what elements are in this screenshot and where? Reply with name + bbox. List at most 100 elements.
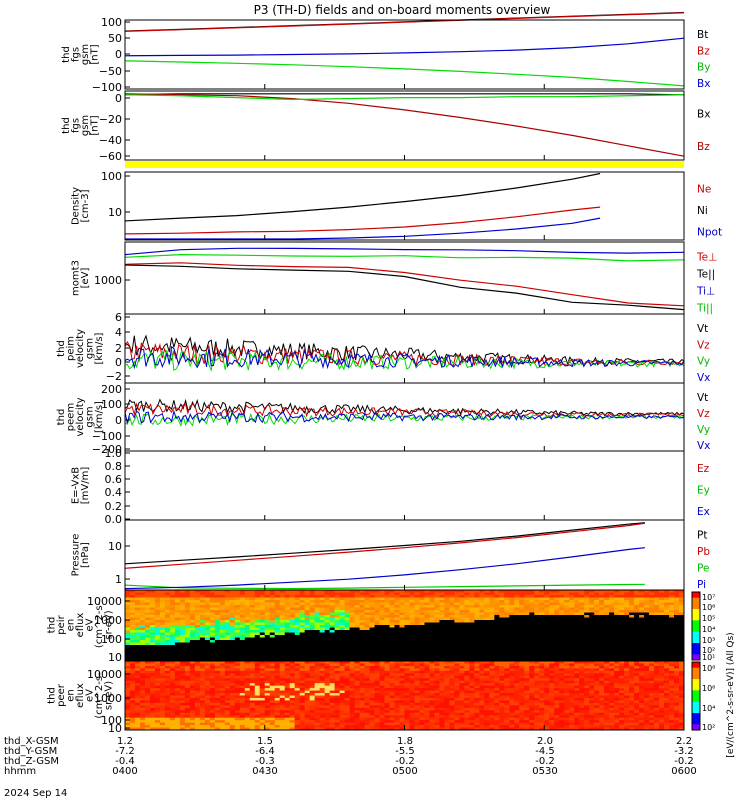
heatmap-cell (214, 617, 221, 621)
heatmap-cell (659, 627, 665, 631)
heatmap-cell (679, 595, 685, 598)
heatmap-cell (309, 592, 316, 596)
heatmap-cell (294, 615, 301, 618)
heatmap-cell (594, 610, 600, 613)
heatmap-cell (289, 650, 296, 653)
heatmap-cell (374, 630, 381, 633)
heatmap-cell (274, 675, 281, 679)
heatmap-cell (179, 640, 186, 643)
heatmap-cell (274, 650, 281, 653)
heatmap-cell (314, 717, 321, 721)
heatmap-cell (264, 680, 271, 684)
heatmap-cell (424, 637, 430, 641)
heatmap-cell (159, 673, 166, 677)
heatmap-cell (264, 712, 271, 716)
heatmap-cell (544, 607, 550, 611)
heatmap-cell (344, 693, 351, 696)
heatmap-cell (374, 605, 381, 608)
heatmap-cell (539, 620, 545, 623)
heatmap-cell (399, 707, 405, 711)
heatmap-cell (219, 645, 226, 648)
heatmap-cell (379, 632, 386, 636)
heatmap-cell (474, 600, 480, 603)
heatmap-cell (204, 610, 211, 613)
y-axis-label: thd (61, 117, 72, 134)
heatmap-cell (359, 727, 366, 731)
heatmap-cell (334, 688, 341, 692)
heatmap-cell (174, 690, 181, 694)
heatmap-cell (164, 655, 171, 658)
heatmap-cell (439, 615, 445, 618)
heatmap-cell (229, 663, 236, 667)
heatmap-cell (389, 627, 396, 631)
heatmap-cell (304, 605, 311, 608)
heatmap-cell (194, 678, 201, 682)
heatmap-cell (609, 642, 615, 646)
heatmap-cell (199, 597, 206, 601)
heatmap-cell (259, 702, 266, 706)
heatmap-cell (449, 620, 455, 623)
heatmap-cell (319, 688, 326, 692)
heatmap-cell (659, 642, 665, 646)
heatmap-cell (144, 642, 151, 646)
heatmap-cell (329, 645, 336, 648)
heatmap-cell (129, 652, 136, 656)
heatmap-cell (259, 620, 266, 623)
heatmap-cell (674, 592, 680, 596)
heatmap-cell (274, 670, 281, 674)
heatmap-cell (434, 600, 440, 603)
heatmap-cell (279, 715, 286, 719)
heatmap-cell (184, 712, 191, 716)
heatmap-cell (329, 685, 336, 689)
y-axis-label: eflux (75, 613, 86, 638)
heatmap-cell (304, 673, 311, 677)
heatmap-cell (334, 597, 341, 601)
heatmap-cell (399, 600, 405, 603)
heatmap-cell (589, 645, 595, 648)
heatmap-cell (464, 602, 470, 606)
heatmap-cell (169, 655, 176, 658)
heatmap-cell (134, 597, 141, 601)
heatmap-cell (519, 607, 525, 611)
heatmap-cell (264, 702, 271, 706)
heatmap-cell (519, 652, 525, 656)
heatmap-cell (294, 617, 301, 621)
heatmap-cell (509, 652, 515, 656)
heatmap-cell (634, 615, 640, 618)
heatmap-cell (454, 652, 460, 656)
heatmap-cell (559, 602, 565, 606)
heatmap-cell (254, 650, 261, 653)
heatmap-cell (289, 617, 296, 621)
heatmap-cell (399, 693, 405, 696)
heatmap-cell (269, 590, 276, 593)
heatmap-cell (619, 627, 625, 631)
heatmap-cell (429, 590, 435, 593)
heatmap-cell (519, 655, 525, 658)
heatmap-cell (149, 625, 156, 628)
heatmap-cell (129, 720, 136, 724)
heatmap-cell (249, 622, 256, 626)
heatmap-cell (174, 685, 181, 689)
heatmap-cell (474, 627, 480, 631)
heatmap-cell (569, 590, 575, 593)
heatmap-cell (149, 673, 156, 677)
heatmap-cell (349, 657, 356, 661)
y-axis-label: Pressure (70, 534, 81, 577)
heatmap-cell (229, 700, 236, 704)
heatmap-cell (389, 647, 396, 651)
heatmap-cell (159, 632, 166, 636)
heatmap-cell (259, 665, 266, 669)
heatmap-cell (359, 720, 366, 724)
heatmap-cell (564, 590, 570, 593)
heatmap-cell (149, 610, 156, 613)
heatmap-cell (314, 727, 321, 731)
heatmap-cell (289, 635, 296, 638)
heatmap-cell (284, 675, 291, 679)
heatmap-cell (404, 605, 410, 608)
heatmap-cell (394, 595, 401, 598)
heatmap-cell (489, 602, 495, 606)
heatmap-cell (474, 615, 480, 618)
heatmap-cell (394, 675, 401, 679)
heatmap-cell (244, 647, 251, 651)
heatmap-cell (579, 637, 585, 641)
